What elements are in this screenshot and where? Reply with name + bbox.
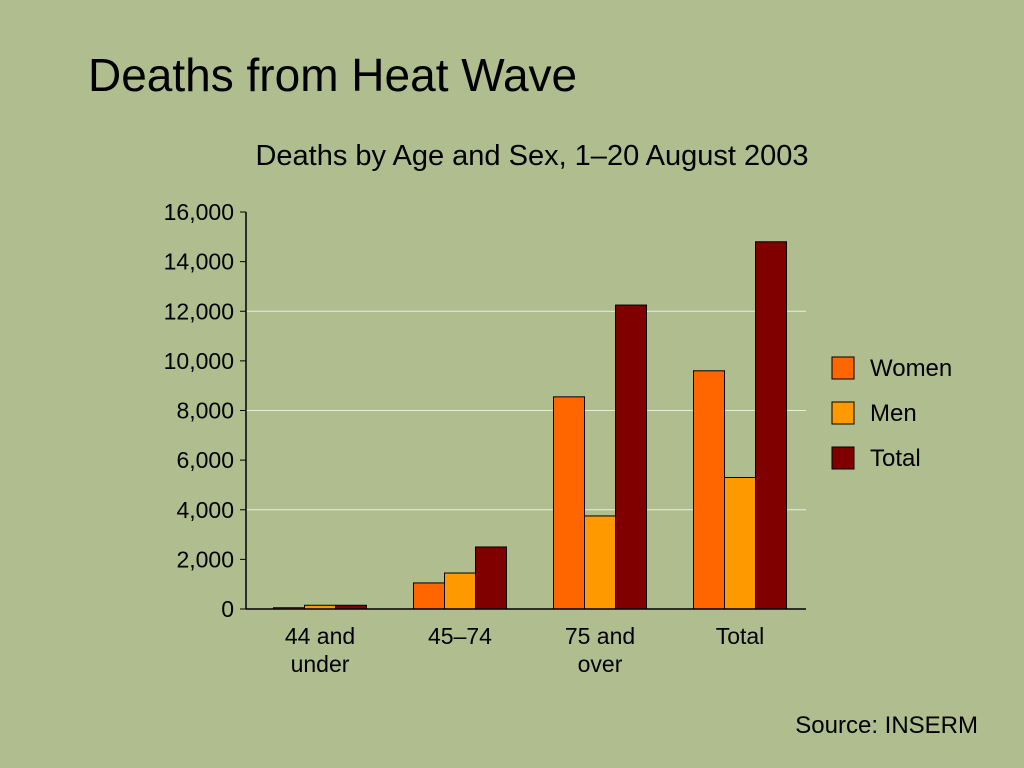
legend-label-men: Men xyxy=(870,400,917,427)
x-tick-label: Total xyxy=(716,623,765,649)
x-tick-label: 75 and xyxy=(565,623,635,649)
y-tick-label: 8,000 xyxy=(176,398,234,424)
bar-total-1 xyxy=(475,546,507,610)
y-tick-label: 16,000 xyxy=(164,199,234,225)
y-tick-label: 12,000 xyxy=(164,298,234,324)
bar-total-2 xyxy=(615,304,647,610)
y-tick-label: 10,000 xyxy=(164,348,234,374)
chart-title: Deaths by Age and Sex, 1–20 August 2003 xyxy=(255,140,809,172)
source-note: Source: INSERM xyxy=(795,712,978,739)
y-tick-label: 0 xyxy=(221,596,234,622)
legend-label-women: Women xyxy=(870,355,952,382)
x-tick-label: 45–74 xyxy=(428,623,492,649)
x-tick-label: over xyxy=(578,651,623,677)
y-tick-label: 6,000 xyxy=(176,447,234,473)
bar-men-1 xyxy=(444,572,476,610)
bar-men-3 xyxy=(724,476,756,610)
bar-women-1 xyxy=(413,582,445,610)
y-tick-label: 14,000 xyxy=(164,249,234,275)
y-tick-label: 2,000 xyxy=(176,546,234,572)
x-tick-label: 44 and xyxy=(285,623,355,649)
bar-women-3 xyxy=(693,370,725,610)
slide-title: Deaths from Heat Wave xyxy=(88,49,578,101)
bar-men-2 xyxy=(584,515,616,610)
legend-label-total: Total xyxy=(870,445,921,472)
x-tick-label: under xyxy=(291,651,350,677)
bar-total-3 xyxy=(755,241,787,610)
legend-swatch-total xyxy=(831,446,855,470)
y-tick-label: 4,000 xyxy=(176,497,234,523)
legend-swatch-women xyxy=(831,356,855,380)
bar-women-2 xyxy=(553,396,585,610)
legend-swatch-men xyxy=(831,401,855,425)
